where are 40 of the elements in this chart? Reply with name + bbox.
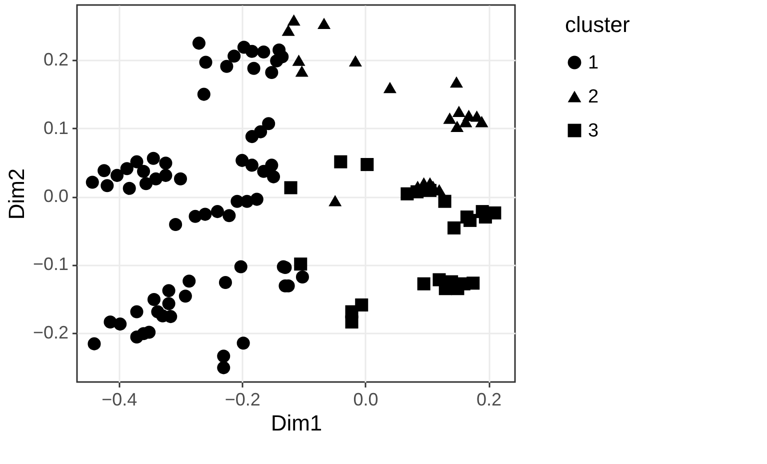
point [423,184,437,197]
y-axis-title: Dim2 [4,168,29,220]
x-tick-label: 0.2 [476,390,502,410]
point [345,315,358,329]
y-tick-label: −0.1 [32,254,68,274]
legend-label: 2 [588,86,599,108]
point [450,76,463,88]
x-axis-title: Dim1 [270,410,322,436]
point [282,24,295,36]
point [360,158,374,172]
point [318,18,331,30]
x-tick-label: 0.0 [353,390,378,410]
y-tick-label: 0.0 [43,186,68,206]
point [328,195,342,206]
point [348,55,362,67]
x-tick-label: −0.4 [102,390,138,410]
point [475,116,488,128]
legend-label: 1 [588,52,599,74]
legend-label: 3 [588,120,599,142]
point [294,258,308,271]
point [295,65,308,77]
x-tick-label: −0.2 [224,390,260,410]
legend-title: cluster [565,12,630,37]
point [284,181,298,194]
point [287,14,300,26]
point [447,221,461,234]
point [452,106,466,117]
point [383,82,396,94]
y-tick-label: −0.2 [32,322,68,342]
point [450,120,464,132]
point [443,112,456,124]
point [464,214,477,227]
point [410,185,424,198]
point [334,155,348,168]
y-tick-label: 0.1 [43,118,68,138]
point [466,276,480,290]
y-tick-label: 0.2 [43,50,68,70]
point [292,54,306,66]
point [438,194,452,208]
point [417,277,430,290]
